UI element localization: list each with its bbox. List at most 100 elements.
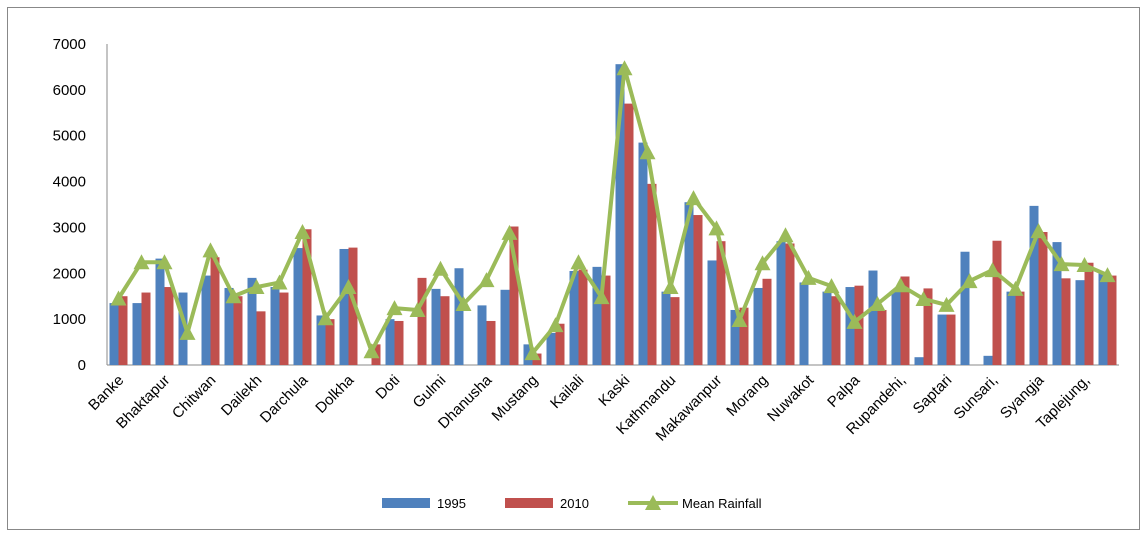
line-marker — [478, 272, 495, 288]
bar — [670, 297, 680, 365]
y-tick-label: 1000 — [53, 311, 86, 328]
bar — [578, 269, 588, 365]
bar — [707, 260, 717, 365]
line-marker — [754, 255, 771, 271]
bar — [946, 314, 956, 365]
line-marker — [110, 290, 127, 306]
bar — [1029, 205, 1039, 365]
line-marker — [524, 345, 541, 361]
bar — [178, 292, 188, 365]
bar — [118, 296, 128, 365]
bar — [601, 275, 611, 365]
legend-label: Mean Rainfall — [682, 496, 762, 511]
line-marker — [294, 224, 311, 240]
line-marker — [869, 296, 886, 312]
bar — [201, 275, 211, 365]
legend-label: 1995 — [437, 496, 466, 511]
line-marker — [662, 279, 679, 295]
line-marker — [363, 343, 380, 359]
bar — [348, 247, 358, 365]
bar — [509, 226, 519, 365]
line-marker — [547, 317, 564, 333]
bar — [638, 142, 648, 365]
bar — [325, 319, 335, 365]
line-marker — [777, 227, 794, 243]
bar — [270, 287, 280, 365]
line-marker — [685, 190, 702, 206]
bar — [822, 291, 832, 365]
bar — [279, 292, 289, 365]
line-marker — [386, 300, 403, 316]
bar — [914, 357, 924, 365]
y-tick-label: 5000 — [53, 128, 86, 145]
line-marker — [409, 301, 426, 317]
line-marker — [938, 296, 955, 312]
bar — [210, 257, 220, 365]
bar — [316, 315, 326, 365]
line-marker — [271, 274, 288, 290]
bar — [753, 287, 763, 365]
bar — [394, 320, 404, 365]
line-marker — [800, 269, 817, 285]
bar — [141, 292, 151, 365]
line-marker — [248, 279, 265, 295]
bar — [739, 307, 749, 365]
bar — [339, 248, 349, 365]
bar — [624, 103, 634, 365]
line-marker — [984, 262, 1001, 278]
bar — [1098, 273, 1108, 365]
bar — [647, 183, 657, 365]
bar — [877, 309, 887, 365]
line-marker — [616, 60, 633, 76]
bar — [937, 314, 947, 365]
bar — [132, 303, 142, 365]
line-marker — [317, 310, 334, 326]
bar — [776, 241, 786, 365]
bar — [155, 258, 165, 365]
bar — [486, 320, 496, 365]
legend-label: 2010 — [560, 496, 589, 511]
bar — [164, 287, 174, 365]
bar — [233, 296, 243, 365]
bar — [224, 287, 234, 365]
bar — [431, 288, 441, 365]
y-tick-label: 2000 — [53, 265, 86, 282]
line-marker — [1053, 256, 1070, 272]
bar — [454, 268, 464, 365]
bar — [440, 296, 450, 365]
bar — [693, 215, 703, 365]
line-marker — [179, 324, 196, 340]
line-marker — [1099, 267, 1116, 283]
line-marker — [639, 144, 656, 160]
bar — [730, 309, 740, 365]
bar — [592, 266, 602, 365]
legend-swatch — [382, 498, 430, 508]
y-tick-label: 6000 — [53, 82, 86, 99]
bar — [831, 296, 841, 365]
line-marker — [340, 279, 357, 295]
legend-swatch — [505, 498, 553, 508]
line-marker — [202, 242, 219, 258]
bar — [615, 64, 625, 366]
bar — [500, 289, 510, 365]
bar — [1015, 291, 1025, 365]
line-marker — [731, 312, 748, 328]
bar — [891, 291, 901, 365]
bar — [1038, 232, 1048, 365]
y-tick-label: 4000 — [53, 174, 86, 191]
bar — [1006, 291, 1016, 365]
line-marker — [1030, 223, 1047, 239]
bar — [960, 251, 970, 365]
y-tick-label: 3000 — [53, 219, 86, 236]
bar — [785, 243, 795, 365]
bar — [762, 278, 772, 365]
bar — [799, 282, 809, 365]
line-marker — [823, 278, 840, 294]
line-marker — [156, 254, 173, 270]
bar — [1075, 280, 1085, 365]
bar — [923, 288, 933, 365]
bar — [1052, 242, 1062, 365]
bar — [868, 270, 878, 365]
line-marker — [455, 296, 472, 312]
